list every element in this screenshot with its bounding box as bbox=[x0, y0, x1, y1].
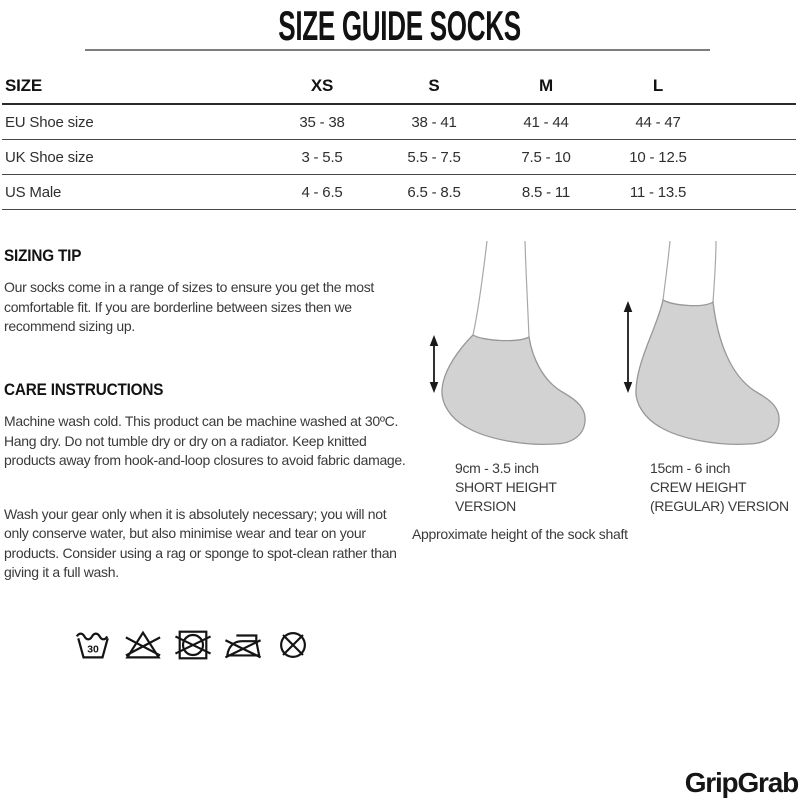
sizing-tip-body: Our socks come in a range of sizes to en… bbox=[4, 279, 375, 334]
cell: 7.5 - 10 bbox=[521, 148, 571, 166]
size-col-l: L bbox=[652, 76, 664, 95]
size-col-xs: XS bbox=[310, 76, 334, 95]
care-instructions-section: CARE INSTRUCTIONS Machine wash cold. Thi… bbox=[4, 380, 408, 583]
short-sock-icon bbox=[429, 240, 586, 445]
cell: 38 - 41 bbox=[411, 113, 457, 131]
short-height-arrow-icon bbox=[429, 335, 439, 393]
care-paragraph-1: Machine wash cold. This product can be m… bbox=[4, 413, 406, 468]
machine-wash-30-icon: 30 bbox=[75, 632, 109, 659]
care-symbols-row: 30 bbox=[74, 626, 312, 664]
cell: 3 - 5.5 bbox=[301, 148, 343, 166]
title-divider bbox=[85, 49, 710, 51]
cell: 11 - 13.5 bbox=[629, 183, 687, 201]
size-table-header: SIZE XS S M L bbox=[2, 76, 796, 105]
do-not-dry-clean-icon bbox=[280, 632, 306, 658]
short-sock-caption: 9cm - 3.5 inch SHORT HEIGHT VERSION bbox=[455, 460, 557, 514]
shaft-height-note: Approximate height of the sock shaft bbox=[412, 526, 628, 542]
short-sock-illustration bbox=[428, 240, 603, 457]
row-label: EU Shoe size bbox=[5, 113, 94, 131]
page-title-text: SIZE GUIDE SOCKS bbox=[278, 2, 522, 49]
crew-sock-caption: 15cm - 6 inch CREW HEIGHT (REGULAR) VERS… bbox=[650, 460, 789, 514]
table-row-uk: UK Shoe size 3 - 5.5 5.5 - 7.5 7.5 - 10 … bbox=[2, 140, 796, 175]
do-not-bleach-icon bbox=[125, 630, 161, 659]
crew-sock-illustration bbox=[622, 240, 800, 457]
care-instructions-heading: CARE INSTRUCTIONS bbox=[4, 380, 164, 399]
care-paragraph-2: Wash your gear only when it is absolutel… bbox=[4, 505, 397, 581]
cell: 4 - 6.5 bbox=[301, 183, 343, 201]
table-row-eu: EU Shoe size 35 - 38 38 - 41 41 - 44 44 … bbox=[2, 105, 796, 140]
do-not-iron-icon bbox=[224, 634, 262, 659]
row-label: UK Shoe size bbox=[5, 148, 94, 166]
cell: 5.5 - 7.5 bbox=[407, 148, 461, 166]
size-table-header-label: SIZE bbox=[5, 76, 42, 95]
crew-height-arrow-icon bbox=[623, 301, 633, 393]
cell: 41 - 44 bbox=[523, 113, 569, 131]
sizing-tip-section: SIZING TIP Our socks come in a range of … bbox=[4, 246, 408, 337]
crew-sock-icon bbox=[623, 240, 780, 445]
size-table: SIZE XS S M L EU Shoe size 35 - 38 38 - … bbox=[2, 76, 796, 210]
cell: 6.5 - 8.5 bbox=[407, 183, 461, 201]
row-label: US Male bbox=[5, 183, 62, 201]
table-row-us: US Male 4 - 6.5 6.5 - 8.5 8.5 - 11 11 - … bbox=[2, 175, 796, 210]
page-title: SIZE GUIDE SOCKS bbox=[0, 2, 800, 50]
size-col-s: S bbox=[428, 76, 440, 95]
cell: 10 - 12.5 bbox=[629, 148, 687, 166]
svg-text:30: 30 bbox=[87, 645, 99, 656]
gripgrab-logo: GripGrab bbox=[684, 767, 800, 798]
cell: 8.5 - 11 bbox=[521, 183, 571, 201]
cell: 44 - 47 bbox=[635, 113, 681, 131]
size-col-m: M bbox=[539, 76, 553, 95]
cell: 35 - 38 bbox=[299, 113, 345, 131]
sizing-tip-heading: SIZING TIP bbox=[4, 246, 82, 265]
do-not-tumble-dry-icon bbox=[174, 630, 212, 660]
